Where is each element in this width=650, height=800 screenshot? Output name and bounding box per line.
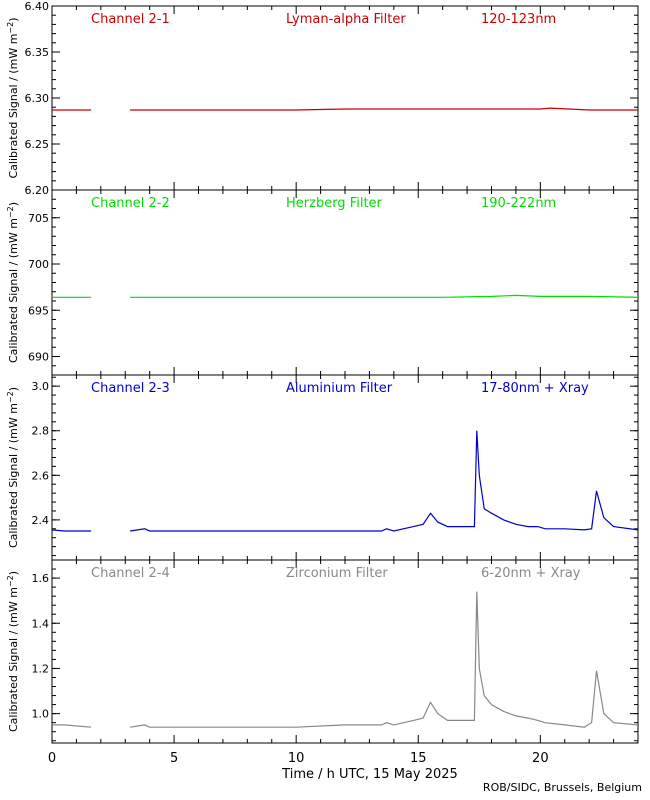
x-tick-label: 15 (410, 751, 427, 766)
panel-frame (51, 189, 639, 376)
y-tick-label: 695 (28, 304, 49, 317)
x-axis-label: Time / h UTC, 15 May 2025 (281, 767, 458, 782)
y-tick-label: 690 (28, 351, 49, 364)
y-tick-label: 2.6 (32, 469, 50, 482)
filter-label: Herzberg Filter (286, 196, 383, 211)
series-line (51, 529, 92, 532)
channel-label: Channel 2-3 (91, 381, 170, 396)
x-tick-label: 5 (170, 751, 178, 766)
panel-frame (51, 559, 639, 744)
y-axis-label: Calibrated Signal / (mW m−2) (6, 202, 20, 363)
series-line (52, 724, 92, 728)
band-label: 6-20nm + Xray (481, 566, 581, 581)
y-tick-label: 6.40 (25, 0, 50, 13)
y-tick-label: 705 (28, 212, 49, 225)
y-tick-label: 6.30 (25, 92, 50, 105)
panel-frame (51, 5, 639, 191)
y-tick-label: 6.25 (25, 138, 50, 151)
y-tick-label: 1.6 (32, 572, 50, 585)
channel-label: Channel 2-2 (91, 196, 170, 211)
band-label: 120-123nm (481, 12, 556, 27)
y-axis-label: Calibrated Signal / (mW m−2) (6, 571, 20, 732)
filter-label: Zirconium Filter (286, 566, 388, 581)
credit-text: ROB/SIDC, Brussels, Belgium (482, 781, 642, 794)
y-tick-label: 6.20 (25, 184, 50, 197)
series-line (130, 591, 639, 728)
y-tick-label: 700 (28, 258, 49, 271)
band-label: 190-222nm (481, 196, 556, 211)
x-tick-label: 0 (48, 751, 56, 766)
panel-frame (51, 374, 639, 561)
y-tick-label: 1.2 (32, 662, 50, 675)
series-line (130, 294, 639, 298)
y-tick-label: 2.4 (32, 514, 50, 527)
filter-label: Lyman-alpha Filter (286, 12, 406, 27)
filter-label: Aluminium Filter (286, 381, 393, 396)
y-tick-label: 3.0 (32, 380, 50, 393)
series-line (130, 107, 638, 111)
x-tick-label: 20 (532, 751, 549, 766)
y-axis-label: Calibrated Signal / (mW m−2) (6, 17, 20, 178)
channel-label: Channel 2-1 (91, 12, 170, 27)
y-tick-label: 2.8 (32, 425, 50, 438)
y-axis-label: Calibrated Signal / (mW m−2) (6, 387, 20, 548)
band-label: 17-80nm + Xray (481, 381, 589, 396)
y-tick-label: 1.4 (32, 617, 50, 630)
series-line (130, 430, 639, 532)
y-tick-label: 1.0 (32, 708, 50, 721)
x-tick-label: 10 (288, 751, 305, 766)
y-tick-label: 6.35 (25, 46, 50, 59)
channel-label: Channel 2-4 (91, 566, 170, 581)
